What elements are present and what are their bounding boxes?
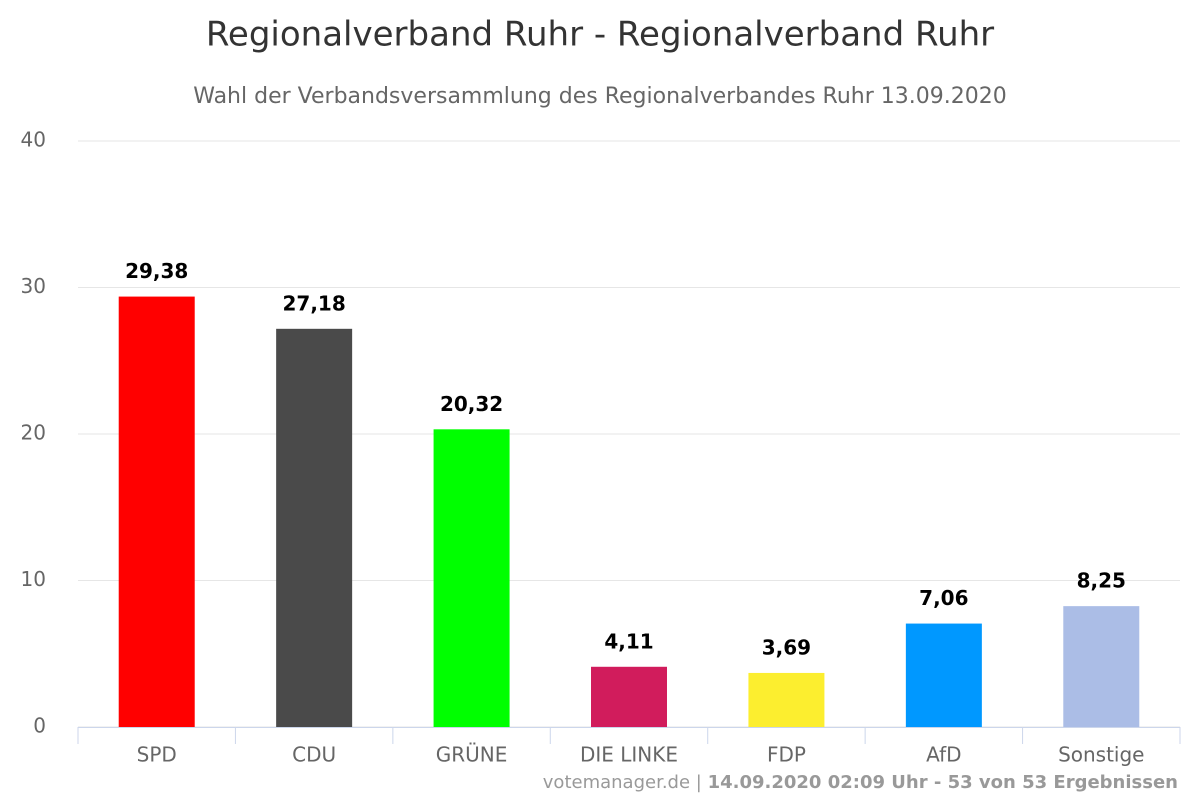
data-label: 8,25 [1077, 569, 1126, 593]
y-tick-label: 10 [21, 567, 46, 591]
data-label: 29,38 [125, 259, 188, 283]
x-tick-label: GRÜNE [436, 743, 508, 767]
y-tick-label: 20 [21, 421, 46, 445]
x-tick-label: SPD [137, 743, 177, 767]
data-label: 27,18 [283, 291, 346, 315]
data-label: 4,11 [604, 629, 653, 653]
bar [591, 666, 667, 727]
y-tick-label: 30 [21, 274, 46, 298]
chart-subtitle: Wahl der Verbandsversammlung des Regiona… [193, 84, 1007, 109]
data-label: 7,06 [919, 586, 968, 610]
bar [276, 328, 353, 727]
x-tick-label: DIE LINKE [580, 743, 678, 767]
bar [433, 429, 510, 727]
data-label: 20,32 [440, 392, 503, 416]
y-tick-label: 0 [33, 714, 46, 738]
chart-title: Regionalverband Ruhr - Regionalverband R… [206, 15, 994, 55]
x-tick-label: Sonstige [1058, 743, 1144, 767]
data-label: 3,69 [762, 635, 811, 659]
bar [905, 623, 982, 727]
x-tick-label: CDU [292, 743, 336, 767]
bar [118, 296, 195, 727]
y-tick-label: 40 [21, 128, 46, 152]
footer-source: votemanager.de | [543, 772, 702, 793]
x-tick-label: FDP [767, 743, 806, 767]
footer-status: 14.09.2020 02:09 Uhr - 53 von 53 Ergebni… [708, 772, 1178, 793]
bar [1063, 606, 1140, 727]
x-tick-label: AfD [926, 743, 961, 767]
bar [748, 672, 825, 727]
footer: votemanager.de | 14.09.2020 02:09 Uhr - … [543, 772, 1178, 793]
